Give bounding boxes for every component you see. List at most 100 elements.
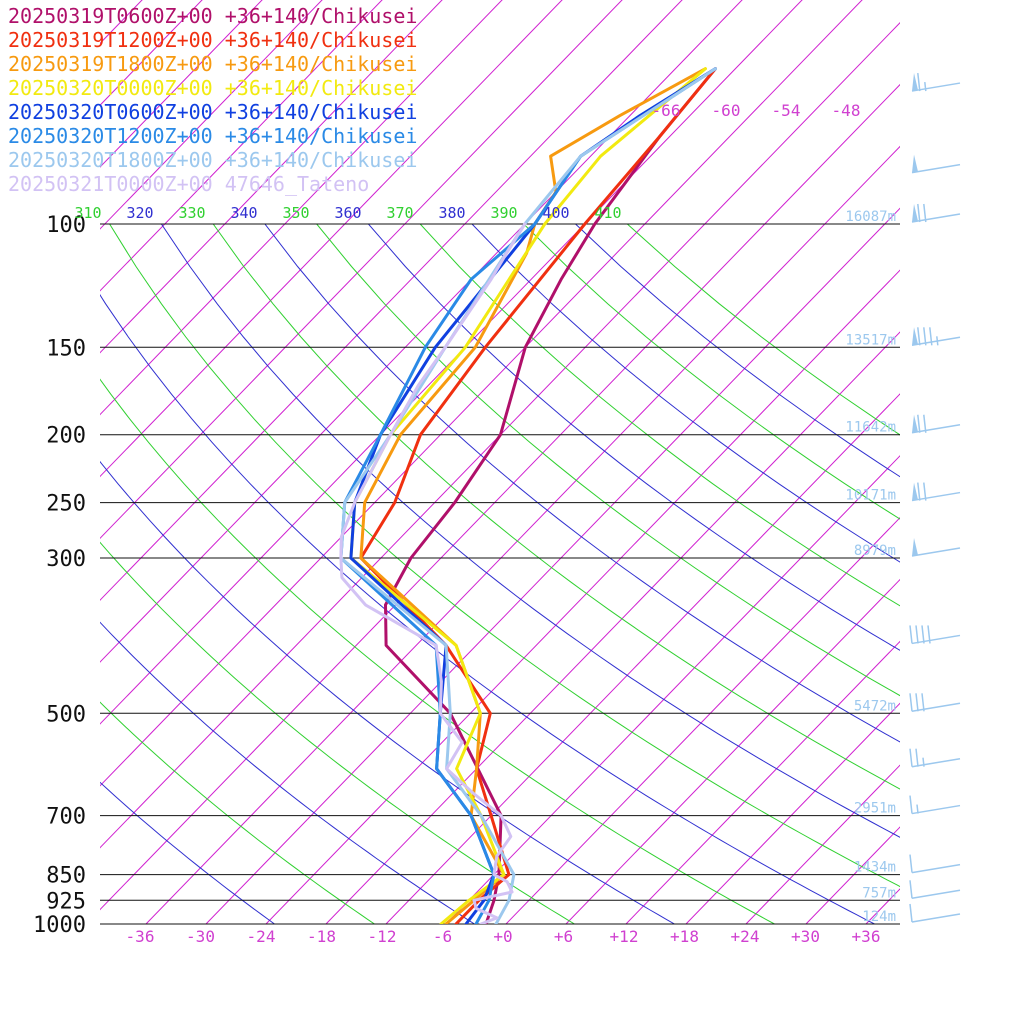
wind-barb-feather — [923, 203, 927, 223]
dry-adiabat-line — [419, 224, 900, 607]
wind-barb-pennant — [912, 204, 918, 223]
wind-barb-feather — [927, 625, 931, 644]
temperature-tick-label: +18 — [670, 927, 699, 946]
wind-barb-half-feather — [922, 757, 925, 767]
temperature-tick-label: +12 — [610, 927, 639, 946]
wind-barb-staff — [911, 863, 961, 874]
wind-barb-feather — [915, 693, 919, 712]
pressure-tick-label: 250 — [46, 492, 86, 517]
wind-barbs — [909, 72, 961, 923]
wind-barb-staff — [911, 913, 961, 923]
isotherm-line — [865, 888, 900, 924]
legend-item: 20250320T0000Z+00 +36+140/Chikusei — [8, 76, 418, 100]
temperature-tick-label: -36 — [126, 927, 155, 946]
series-line — [359, 67, 707, 924]
isotherm-line — [505, 516, 900, 924]
theta-label: 370 — [386, 204, 413, 222]
temperature-tick-label: +30 — [791, 927, 820, 946]
temperature-tick-label: +0 — [493, 927, 512, 946]
wind-barb-staff — [911, 757, 961, 768]
pressure-tick-label: 150 — [46, 336, 86, 361]
series-line — [349, 67, 717, 924]
isotherm-line — [986, 0, 1024, 924]
wind-barb-staff — [911, 804, 961, 815]
pressure-tick-label: 925 — [46, 889, 86, 914]
series-line — [384, 67, 717, 924]
series-line — [339, 222, 527, 924]
wind-barb-feather — [909, 693, 913, 712]
temperature-tick-label: -24 — [247, 927, 276, 946]
pressure-tick-label: 300 — [46, 547, 86, 572]
theta-label: 310 — [74, 204, 101, 222]
sounding-series — [339, 67, 717, 924]
dry-adiabat-line — [575, 224, 900, 478]
height-label: 757m — [862, 885, 896, 901]
wind-barb-feather — [921, 625, 925, 644]
theta-label: 410 — [594, 204, 621, 222]
isotherm-line — [445, 455, 900, 924]
pressure-tick-label: 200 — [46, 424, 86, 449]
pressure-tick-label: 850 — [46, 864, 86, 889]
wind-barb-feather — [909, 625, 913, 644]
dry-adiabat-line — [160, 224, 900, 838]
wind-barb-pennant — [912, 537, 918, 556]
wind-barb-staff — [911, 634, 961, 645]
height-label: 10171m — [845, 488, 896, 504]
wind-barb-pennant — [912, 154, 918, 173]
wind-barb-pennant — [912, 327, 918, 346]
wind-barb-feather — [929, 327, 933, 346]
wind-barb-feather — [917, 414, 921, 433]
wind-barb-feather — [923, 482, 927, 501]
wind-barb-staff — [911, 702, 961, 713]
isotherm-line — [565, 578, 900, 924]
height-label: 11642m — [845, 420, 896, 436]
temperature-tick-label: -30 — [186, 927, 215, 946]
pressure-tick-label: 100 — [46, 213, 86, 238]
isotherm-line — [100, 0, 443, 354]
height-label: 13517m — [845, 332, 896, 348]
wind-barb-feather — [909, 903, 913, 923]
wind-barb-pennant — [912, 73, 918, 92]
legend-item: 20250319T0600Z+00 +36+140/Chikusei — [8, 4, 418, 28]
isotherm-line — [100, 0, 383, 292]
legend-item: 20250320T0600Z+00 +36+140/Chikusei — [8, 100, 418, 124]
wind-barb-feather — [909, 748, 913, 767]
height-label: 124m — [862, 909, 896, 925]
wind-barb-feather — [921, 693, 925, 712]
height-label: 16087m — [845, 209, 896, 225]
wind-barb-half-feather — [916, 804, 919, 814]
temperature-tick-label-top: -66 — [652, 101, 681, 120]
temperature-tick-label-top: -60 — [712, 101, 741, 120]
theta-label: 360 — [334, 204, 361, 222]
dry-adiabat-line — [100, 378, 775, 924]
dry-adiabat-line — [523, 224, 900, 520]
wind-barb-feather — [923, 327, 927, 346]
temperature-tick-label: -12 — [368, 927, 397, 946]
temperature-tick-label: -18 — [307, 927, 336, 946]
temperature-tick-label: +24 — [731, 927, 760, 946]
wind-barb-feather — [917, 203, 921, 223]
temperature-tick-label: -6 — [433, 927, 452, 946]
temperature-tick-label: +36 — [852, 927, 881, 946]
theta-label: 390 — [490, 204, 517, 222]
wind-barb-half-feather — [924, 81, 927, 92]
isotherm-line — [685, 702, 900, 924]
height-label: 2951m — [854, 801, 896, 817]
wind-barb-feather — [909, 880, 913, 899]
isotherm-line — [100, 0, 263, 168]
isotherm-line — [100, 0, 503, 416]
legend-item: 20250319T1200Z+00 +36+140/Chikusei — [8, 28, 418, 52]
wind-barb-pennant — [912, 414, 918, 433]
wind-barb-staff — [911, 889, 961, 900]
wind-barb-feather — [917, 482, 921, 501]
legend-item: 20250319T1800Z+00 +36+140/Chikusei — [8, 52, 418, 76]
temperature-tick-label-top: -54 — [772, 101, 801, 120]
theta-label: 380 — [438, 204, 465, 222]
wind-barb-feather — [909, 795, 913, 814]
dry-adiabat-line — [471, 224, 900, 563]
wind-barb-feather — [923, 414, 927, 433]
pressure-tick-label: 700 — [46, 805, 86, 830]
isotherm-line — [805, 826, 900, 924]
